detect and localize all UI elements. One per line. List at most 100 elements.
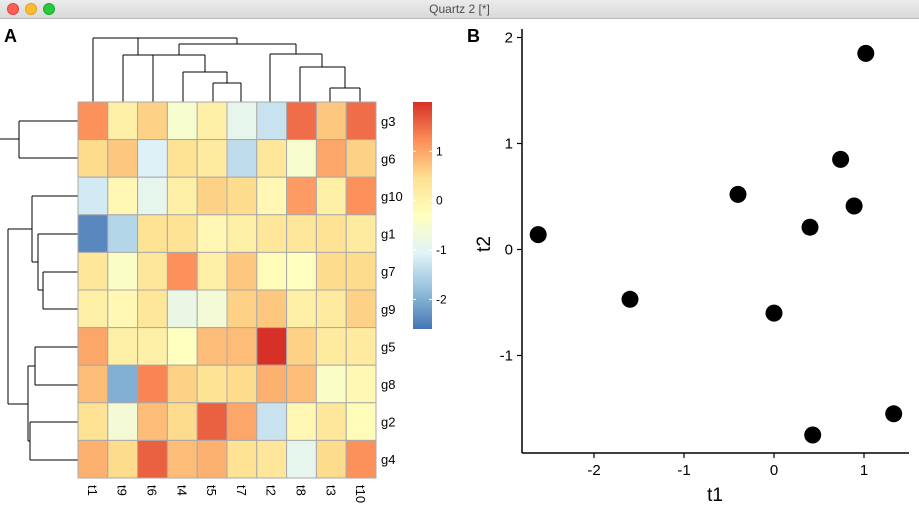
heatmap-cell — [77, 327, 109, 366]
scatter-point — [621, 290, 639, 308]
column-label-t6: t6 — [145, 485, 160, 496]
heatmap-cell — [107, 289, 139, 329]
heatmap-cell — [345, 402, 377, 441]
heatmap-cell — [256, 364, 288, 404]
heatmap-cell — [166, 176, 198, 216]
heatmap-cell — [196, 364, 228, 404]
heatmap-cell — [166, 439, 198, 479]
heatmap-cell — [226, 176, 258, 216]
column-label-t8: t8 — [294, 485, 309, 496]
heatmap-cell — [286, 176, 317, 216]
heatmap-cell — [286, 139, 317, 178]
minimize-window-button[interactable] — [25, 3, 37, 15]
heatmap-cell — [77, 176, 109, 216]
heatmap-cell — [166, 289, 198, 329]
heatmap-cell — [107, 176, 139, 216]
heatmap-cell — [137, 364, 168, 404]
heatmap-cell — [256, 439, 288, 479]
heatmap-cell — [286, 327, 317, 366]
heatmap-cell — [315, 439, 347, 479]
heatmap-cell — [107, 139, 139, 178]
heatmap-cell — [107, 327, 139, 366]
heatmap-cell — [166, 402, 198, 441]
zoom-window-button[interactable] — [43, 3, 55, 15]
heatmap-cell — [196, 439, 228, 479]
heatmap-cell — [256, 176, 288, 216]
heatmap-cell — [286, 439, 317, 479]
heatmap-cell — [226, 251, 258, 291]
column-label-t4: t4 — [174, 485, 189, 496]
scatter-plot: -2 -1 0 1 2 1 0 -1 t1 t2 — [474, 29, 909, 506]
heatmap-cell — [226, 139, 258, 178]
heatmap-cell — [226, 214, 258, 253]
row-label-g10: g10 — [381, 189, 403, 204]
legend-tick-label: 1 — [436, 144, 443, 158]
heatmap-color-legend: 1 0 -1 -2 — [413, 102, 447, 329]
heatmap-cell — [256, 101, 288, 141]
heatmap-cell — [256, 251, 288, 291]
heatmap-cell — [256, 327, 288, 366]
heatmap-cell — [286, 289, 317, 329]
row-label-g3: g3 — [381, 114, 395, 129]
heatmap-cell — [196, 214, 228, 253]
heatmap-cell — [107, 402, 139, 441]
close-window-button[interactable] — [7, 3, 19, 15]
heatmap-cell — [315, 289, 347, 329]
heatmap-cell — [137, 289, 168, 329]
heatmap-cell — [286, 251, 317, 291]
row-label-g2: g2 — [381, 415, 395, 430]
heatmap-cell — [137, 101, 168, 141]
column-label-t2: t2 — [264, 485, 279, 496]
heatmap-cell — [345, 101, 377, 141]
scatter-point — [804, 426, 822, 444]
column-label-t7: t7 — [234, 485, 249, 496]
x-tick-label: 1 — [860, 462, 868, 479]
heatmap-cell — [345, 214, 377, 253]
heatmap-cell — [77, 101, 109, 141]
y-tick-label: 0 — [505, 242, 513, 259]
y-tick-label: 1 — [505, 136, 513, 153]
heatmap-cell — [226, 402, 258, 441]
heatmap-cell — [256, 402, 288, 441]
row-label-g8: g8 — [381, 377, 395, 392]
heatmap-cell — [166, 364, 198, 404]
heatmap-cell — [345, 327, 377, 366]
heatmap-cell — [226, 439, 258, 479]
heatmap-cell — [196, 139, 228, 178]
heatmap-cell — [226, 289, 258, 329]
heatmap-cell — [315, 139, 347, 178]
heatmap-cell — [166, 101, 198, 141]
heatmap-cell — [166, 251, 198, 291]
x-tick-label: -1 — [677, 462, 690, 479]
heatmap-cell — [77, 251, 109, 291]
heatmap-cell — [196, 101, 228, 141]
x-axis-label: t1 — [707, 485, 723, 506]
window-title: Quartz 2 [*] — [429, 2, 490, 16]
heatmap-cell — [196, 289, 228, 329]
heatmap-cell — [256, 289, 288, 329]
heatmap-cell — [137, 402, 168, 441]
heatmap-cell — [345, 289, 377, 329]
heatmap-cell — [286, 101, 317, 141]
heatmap-cell — [315, 364, 347, 404]
panel-label-b: B — [467, 26, 480, 46]
heatmap-cell — [345, 251, 377, 291]
heatmap-cell — [256, 214, 288, 253]
heatmap-cell — [166, 327, 198, 366]
legend-tick-label: 0 — [436, 194, 443, 208]
x-tick-label: 0 — [770, 462, 778, 479]
heatmap-cell — [77, 214, 109, 253]
heatmap-cell — [196, 251, 228, 291]
window-titlebar: Quartz 2 [*] — [0, 0, 919, 19]
y-axis-label: t2 — [474, 236, 495, 252]
scatter-point — [801, 218, 819, 236]
heatmap-cell — [137, 214, 168, 253]
scatter-point — [529, 226, 547, 244]
heatmap-cell — [166, 214, 198, 253]
heatmap-cell — [286, 364, 317, 404]
y-tick-label: 2 — [505, 30, 513, 47]
heatmap: g3 g6 g10 g1 g7 g9 g5 g8 g2 g4 t1 t9 t6 t4 t5 t7 t2 t8 t3 t… — [77, 101, 403, 503]
heatmap-cell — [315, 327, 347, 366]
heatmap-cell — [107, 251, 139, 291]
row-label-g9: g9 — [381, 302, 395, 317]
